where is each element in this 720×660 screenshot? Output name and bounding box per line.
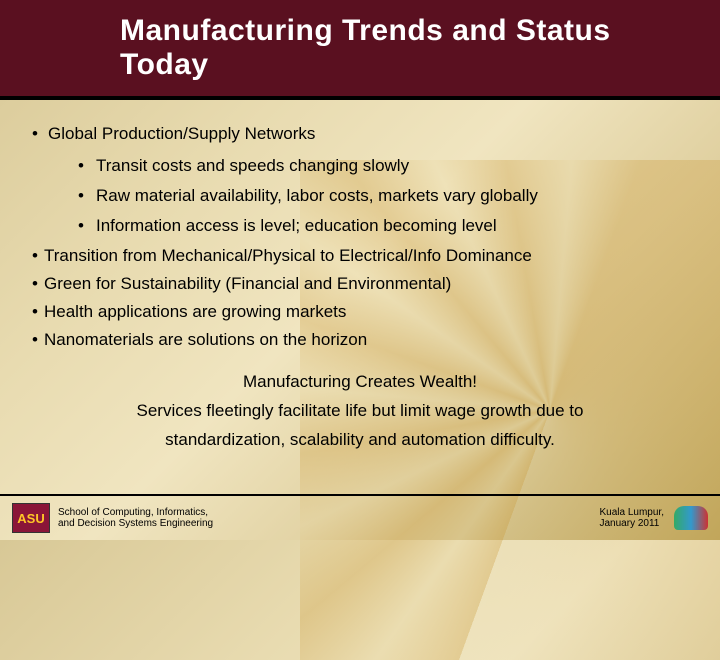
slide-title: Manufacturing Trends and Status Today — [120, 14, 690, 82]
asu-logo-icon: ASU — [12, 503, 50, 533]
bullet-level1: Global Production/Supply Networks — [30, 124, 690, 144]
venue-line: January 2011 — [600, 518, 665, 530]
emphasis-line: Services fleetingly facilitate life but … — [70, 397, 650, 426]
emphasis-block: Manufacturing Creates Wealth! Services f… — [70, 368, 650, 455]
school-line: School of Computing, Informatics, — [58, 507, 213, 519]
bullet-level1: Nanomaterials are solutions on the horiz… — [30, 330, 690, 350]
bullet-level1: Transition from Mechanical/Physical to E… — [30, 246, 690, 266]
school-line: and Decision Systems Engineering — [58, 518, 213, 530]
ifees-logo-icon — [674, 506, 708, 530]
emphasis-line: Manufacturing Creates Wealth! — [70, 368, 650, 397]
emphasis-line: standardization, scalability and automat… — [70, 426, 650, 455]
footer-right: Kuala Lumpur, January 2011 — [600, 506, 709, 530]
bullet-level2: Raw material availability, labor costs, … — [78, 186, 690, 206]
bullet-level2: Transit costs and speeds changing slowly — [78, 156, 690, 176]
bullet-level2: Information access is level; education b… — [78, 216, 690, 236]
venue-line: Kuala Lumpur, — [600, 507, 665, 519]
bullet-level1: Health applications are growing markets — [30, 302, 690, 322]
footer-left: ASU School of Computing, Informatics, an… — [12, 503, 213, 533]
venue-text: Kuala Lumpur, January 2011 — [600, 507, 665, 530]
bullet-level1: Green for Sustainability (Financial and … — [30, 274, 690, 294]
slide-footer: ASU School of Computing, Informatics, an… — [0, 494, 720, 540]
slide-body: Global Production/Supply Networks Transi… — [0, 100, 720, 455]
school-name: School of Computing, Informatics, and De… — [58, 507, 213, 530]
slide-header: Manufacturing Trends and Status Today — [0, 0, 720, 100]
